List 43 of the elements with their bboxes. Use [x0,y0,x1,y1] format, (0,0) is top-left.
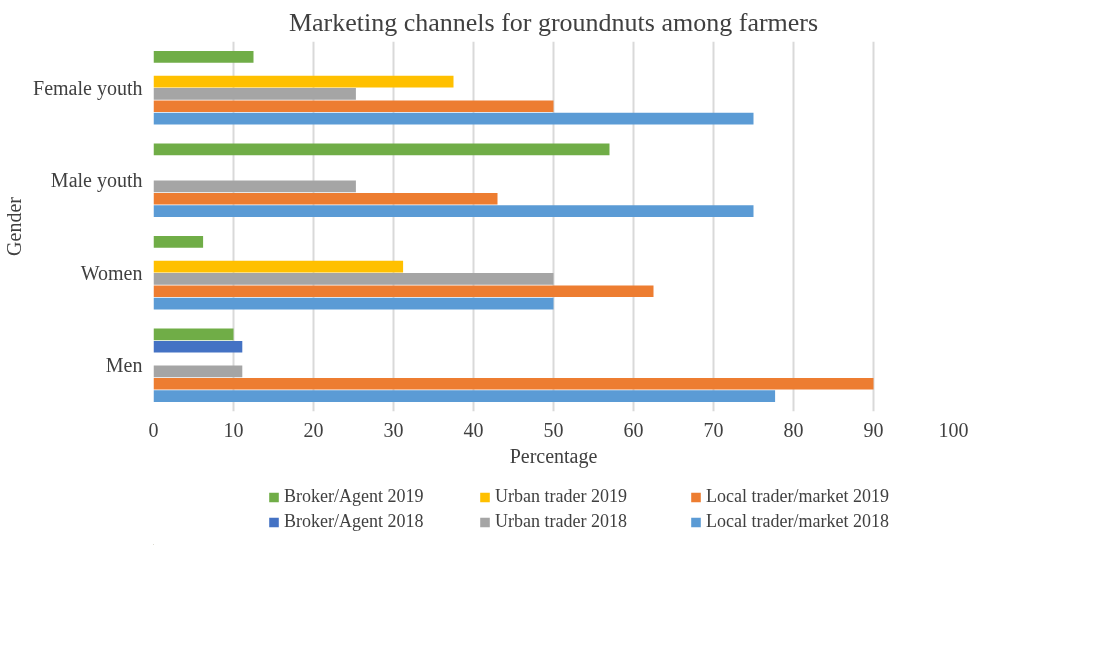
bar [153,100,554,113]
y-tick-label: Male youth [50,169,143,193]
x-axis-title: Percentage [509,444,598,468]
x-tick-label: 90 [863,418,884,441]
legend-label: Urban trader 2018 [495,511,628,532]
x-tick-label: 100 [938,418,969,441]
y-tick-label: Men [105,354,143,377]
x-tick-label: 30 [383,418,404,441]
bar [153,328,234,341]
y-tick-label: Female youth [33,76,143,100]
chart-title: Marketing channels for groundnuts among farmers [288,7,819,37]
bar [153,285,654,298]
bar [153,365,243,378]
bar [153,143,610,156]
bar [153,88,356,100]
x-tick-label: 60 [623,418,644,441]
x-tick-label: 70 [703,418,724,441]
y-tick-label: Women [80,261,143,284]
bar [153,377,874,390]
x-tick-label: 0 [148,418,159,441]
bar [153,260,404,273]
bar [153,192,498,205]
legend-label: Urban trader 2019 [495,486,628,507]
x-tick-label: 40 [463,418,484,441]
x-tick-label: 20 [303,418,324,441]
x-tick-label: 10 [223,418,244,441]
legend-label: Local trader/market 2019 [706,486,890,507]
x-tick-label: 50 [543,418,564,441]
bar [153,75,454,88]
legend-label: Broker/Agent 2018 [284,511,425,532]
bar [153,340,243,353]
bar [153,297,554,310]
bar [153,236,204,248]
y-axis-title: Gender [3,196,26,256]
bar [153,390,776,402]
bar [153,205,754,217]
bar [153,51,254,63]
bar [153,273,554,285]
bar [153,112,754,125]
legend-label: Local trader/market 2018 [706,511,890,532]
bar [153,180,356,193]
legend-label: Broker/Agent 2019 [284,486,425,507]
x-tick-label: 80 [783,418,804,441]
